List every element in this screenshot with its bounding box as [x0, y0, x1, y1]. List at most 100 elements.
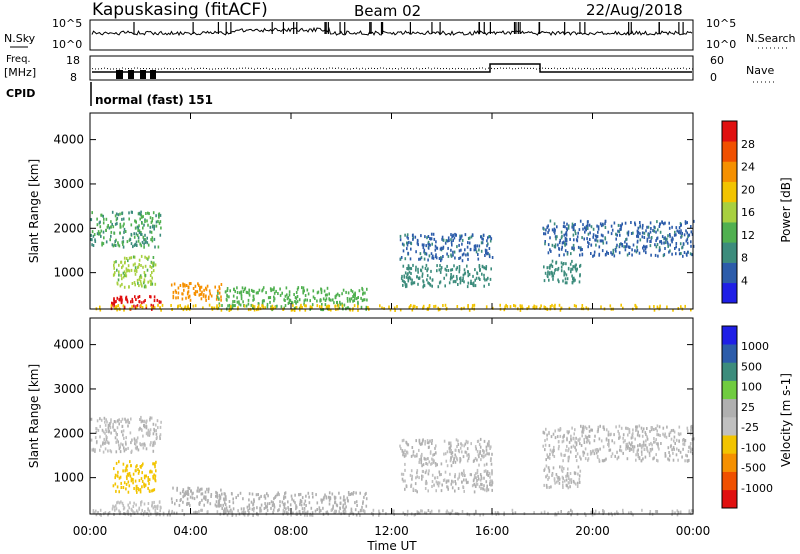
power-cell [586, 223, 589, 227]
velocity-cell [99, 424, 101, 428]
freq-dot [392, 68, 393, 70]
velocity-cell [570, 508, 572, 512]
power-cell [458, 243, 460, 247]
velocity-cell [114, 482, 117, 486]
velocity-cell [566, 474, 568, 478]
power-cell [137, 239, 140, 243]
power-cell [130, 223, 133, 227]
freq-dot [395, 68, 396, 70]
velocity-cell [110, 418, 112, 422]
velocity-cell [578, 474, 581, 478]
velocity-cell [550, 435, 553, 439]
velocity-cell [682, 442, 684, 446]
velocity-cell [450, 511, 452, 515]
velocity-cell [187, 486, 189, 490]
velocity-cell [305, 511, 308, 515]
power-cell [284, 294, 287, 298]
power-cell [139, 232, 142, 236]
power-cell [412, 281, 414, 285]
velocity-cell [135, 469, 137, 473]
power-cell [631, 253, 633, 257]
velocity-cell [594, 448, 597, 452]
power-cell [124, 272, 127, 276]
velocity-cell [683, 439, 686, 443]
velocity-cell [418, 441, 421, 445]
velocity-cell [559, 465, 561, 469]
power-cell [273, 291, 276, 295]
power-cell [474, 284, 477, 288]
velocity-cell [584, 434, 587, 438]
velocity-cell [620, 426, 623, 430]
power-cell [453, 236, 456, 240]
power-cell [596, 239, 599, 243]
velocity-ytick-label: 1000 [53, 471, 84, 485]
power-cell [626, 242, 628, 246]
velocity-colorbar-swatch [722, 435, 737, 454]
power-cell [183, 283, 185, 287]
velocity-cell [578, 439, 580, 443]
power-cell [388, 305, 390, 309]
power-cell [505, 303, 507, 307]
velocity-cell [133, 501, 135, 505]
velocity-cell [650, 449, 652, 453]
power-cell [427, 281, 429, 285]
freq-dot [227, 67, 228, 69]
power-cell [287, 296, 290, 299]
velocity-cell [117, 440, 119, 444]
velocity-cell [156, 511, 159, 515]
power-cell [218, 297, 220, 301]
velocity-cell [152, 506, 155, 510]
power-cell [552, 274, 555, 278]
velocity-cell [658, 425, 661, 429]
velocity-cell [672, 446, 675, 450]
power-cell [114, 300, 116, 304]
power-cell [415, 265, 417, 269]
velocity-cell [329, 497, 332, 501]
power-cell [618, 245, 621, 249]
velocity-cell [688, 509, 691, 513]
power-cell [458, 268, 461, 271]
velocity-cell [102, 430, 105, 434]
velocity-cell [689, 432, 692, 436]
velocity-cell [563, 433, 565, 437]
velocity-cell [583, 441, 586, 444]
velocity-cell [480, 477, 483, 481]
velocity-cell [154, 441, 156, 445]
velocity-cell [129, 431, 132, 435]
velocity-cell [124, 469, 126, 473]
velocity-cell [116, 419, 119, 423]
velocity-cell [646, 448, 648, 451]
velocity-cell [454, 473, 456, 477]
power-cell [123, 230, 125, 234]
power-cell [628, 246, 631, 249]
velocity-cell [468, 513, 471, 517]
velocity-cell [490, 483, 492, 487]
freq-dot [548, 67, 549, 69]
power-colorbar-swatch [722, 161, 737, 182]
velocity-cell [609, 448, 612, 452]
velocity-cell [309, 513, 311, 517]
velocity-cell [479, 437, 482, 441]
power-cell [688, 233, 691, 237]
power-cell [99, 220, 101, 224]
freq-dot [308, 67, 309, 69]
power-cell [230, 305, 232, 309]
velocity-cell [642, 444, 644, 448]
velocity-cell [479, 513, 481, 517]
power-cell [598, 253, 600, 257]
velocity-cell [198, 489, 200, 493]
power-cell [145, 285, 147, 289]
freq-dot [656, 67, 657, 69]
power-cell [551, 303, 553, 307]
velocity-cell [404, 462, 406, 466]
power-cell [273, 297, 276, 301]
power-cell [564, 225, 566, 229]
power-cell [151, 225, 154, 229]
power-cell [137, 281, 139, 285]
velocity-cell [655, 427, 657, 431]
power-cell [122, 271, 125, 275]
velocity-cell [584, 447, 587, 451]
power-cell [477, 257, 480, 261]
velocity-cell [545, 458, 547, 462]
freq-dot [254, 68, 255, 70]
